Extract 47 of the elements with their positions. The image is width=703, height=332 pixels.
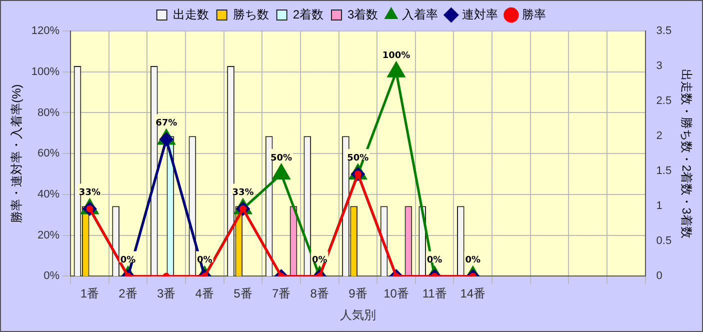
y2-tick-label: 3 [656,60,662,72]
x-tick-label: 14番 [460,286,486,301]
data-label: 33% [78,188,100,198]
legend-label: 連対率 [462,7,498,22]
x-tick-label: 8番 [310,286,329,301]
y2-tick-label: 0 [656,270,662,282]
x-tick-label: 5番 [234,286,252,301]
y2-tick-label: 0.5 [656,235,672,248]
x-tick-label: 10番 [384,286,409,301]
x-tick-label: 9番 [348,286,368,301]
x-tick-label: 4番 [195,286,214,301]
y-tick-label: 0% [44,270,60,282]
y2-tick-label: 1.5 [656,165,672,178]
legend-label: 勝ち数 [232,7,269,22]
y-tick-label: 20% [38,229,60,242]
y2-tick-label: 2.5 [656,95,672,108]
x-tick-label: 3番 [156,286,176,301]
y2-tick-label: 1 [656,200,662,212]
data-label: 0% [197,256,212,266]
data-label: 50% [347,153,369,164]
x-tick-label: 11番 [422,286,447,301]
y-axis-title: 勝率・連対率・入着率(%) [10,84,24,223]
legend-label: 3着数 [348,7,378,22]
y-tick-label: 120% [31,25,60,38]
y-tick-label: 40% [38,188,60,200]
data-label: 33% [232,188,254,198]
data-label: 0% [465,256,481,266]
legend-label: 出走数 [172,7,209,22]
y-tick-label: 60% [38,148,60,160]
y-tick-label: 80% [38,106,60,119]
y-tick-label: 100% [31,66,60,78]
legend-label: 2着数 [292,7,324,22]
data-label: 0% [312,256,328,266]
x-tick-label: 7番 [272,286,291,301]
y2-tick-label: 3.5 [656,25,672,38]
data-label: 0% [120,256,136,266]
y2-tick-label: 2 [656,130,662,142]
legend-label: 勝率 [522,7,546,22]
x-tick-label: 2番 [118,286,138,301]
data-label: 100% [382,51,410,62]
data-label: 0% [426,256,442,266]
y2-axis-title: 出走数・勝ち数・2着数・3着数 [679,68,694,238]
legend-label: 入着率 [402,7,438,22]
x-tick-label: 1番 [80,286,100,301]
data-label: 67% [156,118,178,129]
x-axis-title: 人気別 [340,308,376,322]
data-label: 50% [270,153,292,164]
